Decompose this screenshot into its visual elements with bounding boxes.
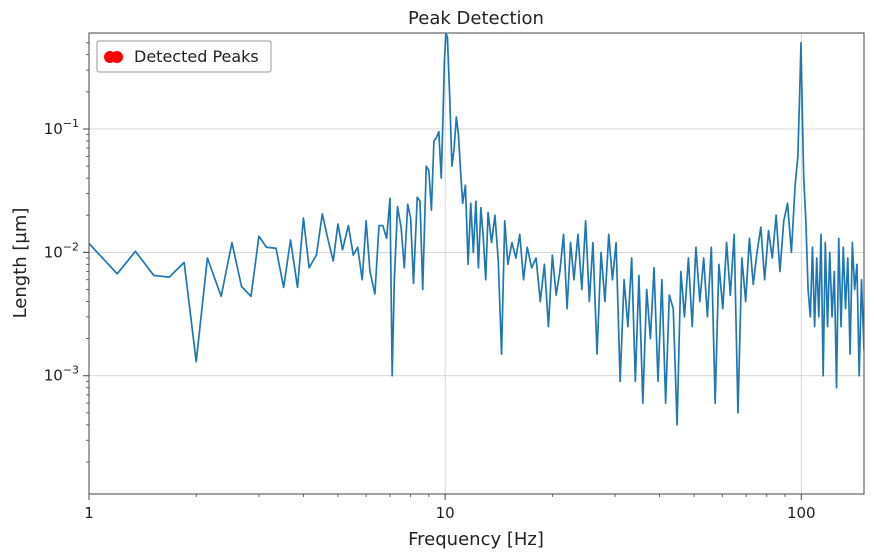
- x-tick-label: 100: [787, 504, 816, 522]
- y-axis-label: Length [µm]: [10, 208, 31, 319]
- x-tick-label: 1: [84, 504, 94, 522]
- legend: Detected Peaks: [96, 40, 272, 73]
- spectrum-line: [89, 33, 864, 426]
- legend-box: [96, 40, 272, 73]
- y-axis: 10−3 10−2 10−1: [44, 42, 89, 463]
- y-tick-label: 10−3: [44, 364, 79, 385]
- series-layer: [89, 33, 864, 426]
- grid: [88, 33, 864, 494]
- plot-frame: [88, 32, 865, 495]
- legend-marker: [111, 51, 123, 63]
- x-axis-label: Frequency [Hz]: [408, 529, 544, 550]
- chart-title: Peak Detection: [408, 8, 544, 29]
- y-tick-label: 10−1: [44, 117, 79, 138]
- x-axis: 1 10 100: [84, 494, 816, 522]
- legend-label: Detected Peaks: [134, 47, 259, 66]
- y-tick-label: 10−2: [44, 240, 79, 261]
- x-tick-label: 10: [436, 504, 455, 522]
